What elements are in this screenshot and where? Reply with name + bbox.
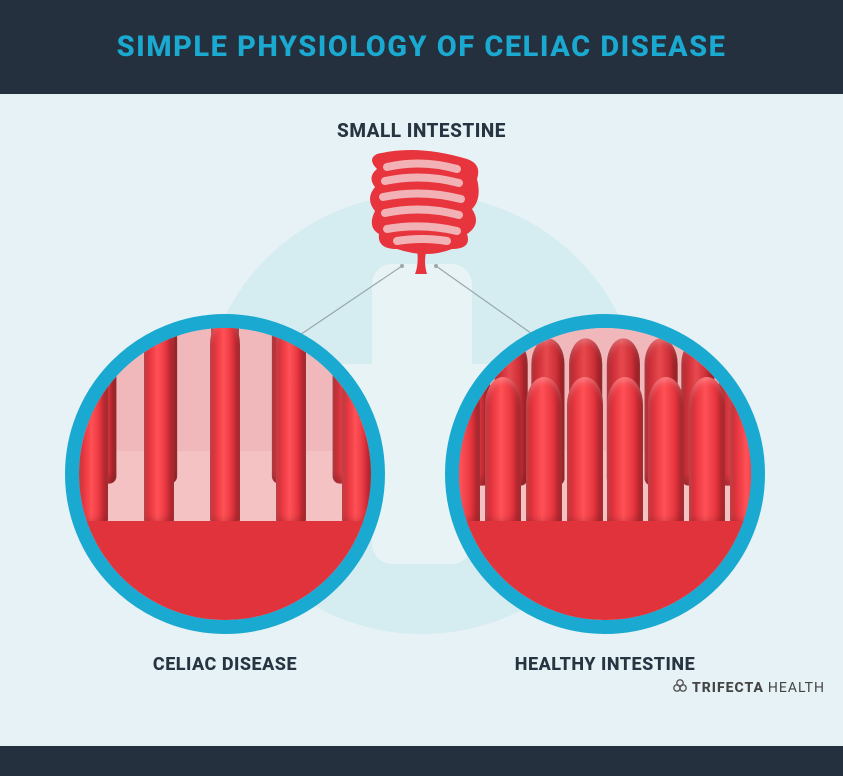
- villus: [689, 377, 725, 527]
- villus: [567, 377, 603, 527]
- villi-front-row: [445, 377, 765, 527]
- villus: [78, 317, 108, 527]
- villus: [342, 317, 372, 527]
- section-subtitle: SMALL INTESTINE: [337, 119, 506, 142]
- header-bar: SIMPLE PHYSIOLOGY OF CELIAC DISEASE: [0, 0, 843, 94]
- brand-name-light: HEALTH: [768, 680, 825, 696]
- footer-bar: [0, 746, 843, 776]
- healthy-label: HEALTHY INTESTINE: [445, 654, 765, 675]
- celiac-diagram: [65, 314, 385, 634]
- brand-logo: TRIFECTAHEALTH: [672, 678, 825, 698]
- villus: [485, 377, 521, 527]
- brand-name-bold: TRIFECTA: [692, 680, 764, 696]
- villus: [648, 377, 684, 527]
- villus: [144, 317, 174, 527]
- celiac-label: CELIAC DISEASE: [65, 654, 385, 675]
- page-title: SIMPLE PHYSIOLOGY OF CELIAC DISEASE: [20, 30, 823, 64]
- villi-front-row: [65, 317, 385, 527]
- main-content: SMALL INTESTINE: [0, 94, 843, 734]
- villus: [526, 377, 562, 527]
- trifecta-icon: [672, 678, 688, 698]
- small-intestine-icon: [357, 149, 487, 274]
- infographic-container: SIMPLE PHYSIOLOGY OF CELIAC DISEASE SMAL…: [0, 0, 843, 776]
- villus: [730, 377, 765, 527]
- healthy-diagram: [445, 314, 765, 634]
- tissue-lower-bg: [459, 521, 751, 620]
- tissue-lower-bg: [79, 521, 371, 620]
- villus: [607, 377, 643, 527]
- villus: [210, 317, 240, 527]
- villus: [276, 317, 306, 527]
